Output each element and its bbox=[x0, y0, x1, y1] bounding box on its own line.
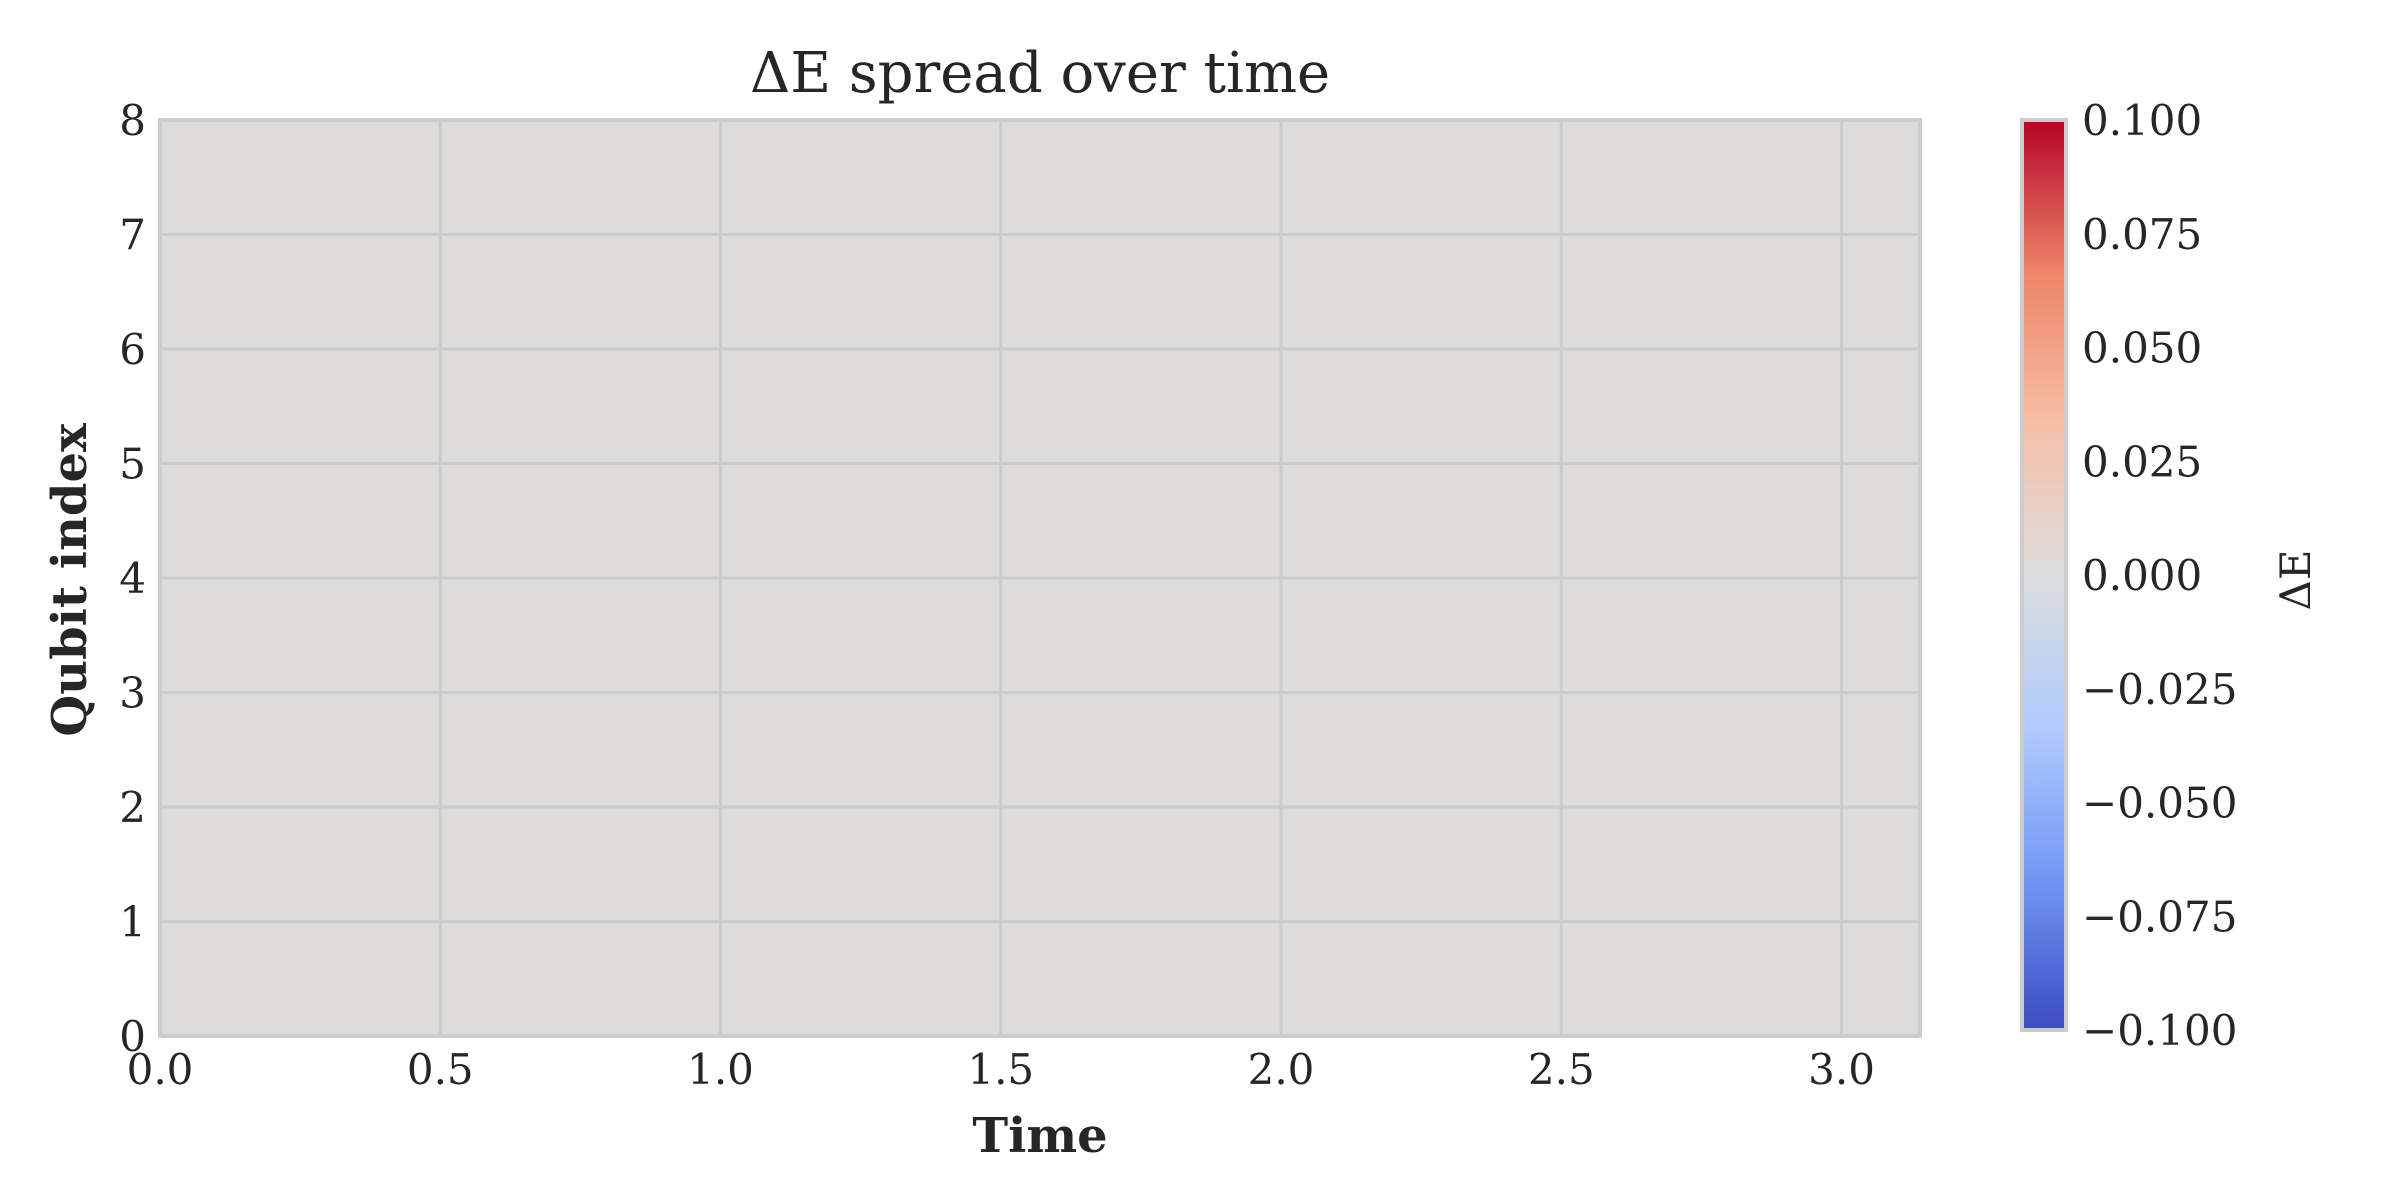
y-tick-label: 7 bbox=[119, 211, 146, 260]
colorbar-tick-label: 0.075 bbox=[2082, 210, 2202, 259]
colorbar-tick-label: −0.025 bbox=[2082, 665, 2237, 714]
y-tick-label: 3 bbox=[119, 669, 146, 718]
y-tick-label: 2 bbox=[119, 783, 146, 832]
colorbar-tick-label: −0.050 bbox=[2082, 779, 2237, 828]
y-tick-label: 8 bbox=[119, 96, 146, 145]
colorbar-tick-label: −0.075 bbox=[2082, 892, 2237, 941]
x-axis-label: Time bbox=[972, 1108, 1107, 1164]
colorbar-tick-label: 0.000 bbox=[2082, 551, 2202, 600]
colorbar-tick-label: 0.025 bbox=[2082, 437, 2202, 486]
chart-title: ΔE spread over time bbox=[750, 41, 1330, 106]
x-tick-label: 0.0 bbox=[127, 1045, 194, 1094]
y-tick-label: 6 bbox=[119, 325, 146, 374]
y-tick-label: 0 bbox=[119, 1012, 146, 1061]
y-axis-label: Qubit index bbox=[42, 423, 98, 737]
colorbar-tick-label: 0.050 bbox=[2082, 324, 2202, 373]
x-tick-label: 2.5 bbox=[1528, 1045, 1595, 1094]
x-tick-label: 1.5 bbox=[967, 1045, 1034, 1094]
y-axis-ticks: 0 1 2 3 4 5 6 7 8 bbox=[119, 96, 146, 1061]
x-tick-label: 2.0 bbox=[1248, 1045, 1315, 1094]
colorbar bbox=[2020, 118, 2068, 1032]
x-tick-label: 1.0 bbox=[687, 1045, 754, 1094]
y-tick-label: 1 bbox=[119, 898, 146, 947]
y-tick-label: 5 bbox=[119, 440, 146, 489]
plot-frame bbox=[158, 118, 1922, 1038]
x-tick-label: 0.5 bbox=[407, 1045, 474, 1094]
grid-lines bbox=[160, 120, 1920, 1036]
colorbar-ticks: 0.100 0.075 0.050 0.025 0.000 −0.025 −0.050 −0.… bbox=[2082, 96, 2237, 1055]
y-tick-label: 4 bbox=[119, 554, 146, 603]
x-tick-label: 3.0 bbox=[1808, 1045, 1875, 1094]
colorbar-label: ΔE bbox=[2271, 550, 2320, 611]
colorbar-tick-label: 0.100 bbox=[2082, 96, 2202, 145]
x-axis-ticks: 0.0 0.5 1.0 1.5 2.0 2.5 3.0 bbox=[127, 1045, 1875, 1094]
colorbar-tick-label: −0.100 bbox=[2082, 1006, 2237, 1055]
